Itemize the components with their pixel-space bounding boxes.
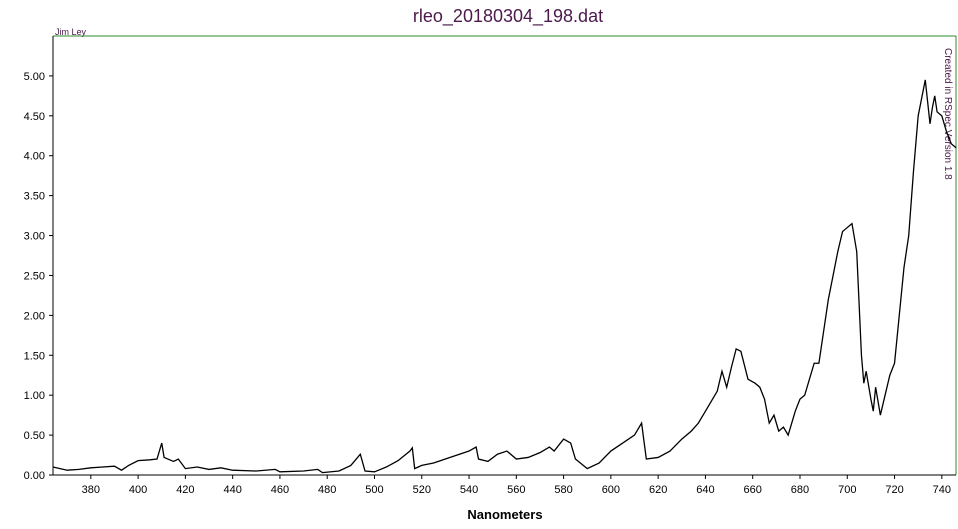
- x-tick-label: 460: [271, 484, 289, 496]
- y-tick-label: 3.00: [24, 231, 45, 243]
- y-tick-label: 4.50: [24, 111, 45, 123]
- x-tick-label: 700: [838, 484, 856, 496]
- y-tick-label: 3.50: [24, 191, 45, 203]
- y-tick-label: 2.00: [24, 310, 45, 322]
- annotation: Jim Ley: [55, 27, 87, 37]
- x-tick-label: 380: [82, 484, 100, 496]
- x-tick-label: 740: [933, 484, 951, 496]
- y-tick-label: 1.00: [24, 390, 45, 402]
- x-tick-label: 680: [791, 484, 809, 496]
- annotation: Created in RSpec Version 1.8: [942, 48, 953, 180]
- x-tick-label: 720: [885, 484, 903, 496]
- y-tick-label: 0.00: [24, 470, 45, 482]
- x-axis-label: Nanometers: [467, 507, 542, 522]
- x-tick-label: 640: [696, 484, 714, 496]
- x-tick-label: 540: [460, 484, 478, 496]
- y-tick-label: 4.00: [24, 151, 45, 163]
- x-tick-label: 620: [649, 484, 667, 496]
- x-tick-label: 440: [223, 484, 241, 496]
- y-tick-label: 1.50: [24, 350, 45, 362]
- x-tick-label: 660: [744, 484, 762, 496]
- x-tick-label: 480: [318, 484, 336, 496]
- x-tick-label: 420: [176, 484, 194, 496]
- x-tick-label: 600: [602, 484, 620, 496]
- spectrum-line: [52, 79, 957, 474]
- x-tick-label: 520: [413, 484, 431, 496]
- y-tick-label: 5.00: [24, 71, 45, 83]
- y-tick-label: 2.50: [24, 270, 45, 282]
- x-tick-label: 580: [554, 484, 572, 496]
- chart-title: rleo_20180304_198.dat: [413, 6, 603, 27]
- y-tick-label: 0.50: [24, 430, 45, 442]
- x-tick-label: 400: [129, 484, 147, 496]
- x-tick-label: 560: [507, 484, 525, 496]
- x-tick-label: 500: [365, 484, 383, 496]
